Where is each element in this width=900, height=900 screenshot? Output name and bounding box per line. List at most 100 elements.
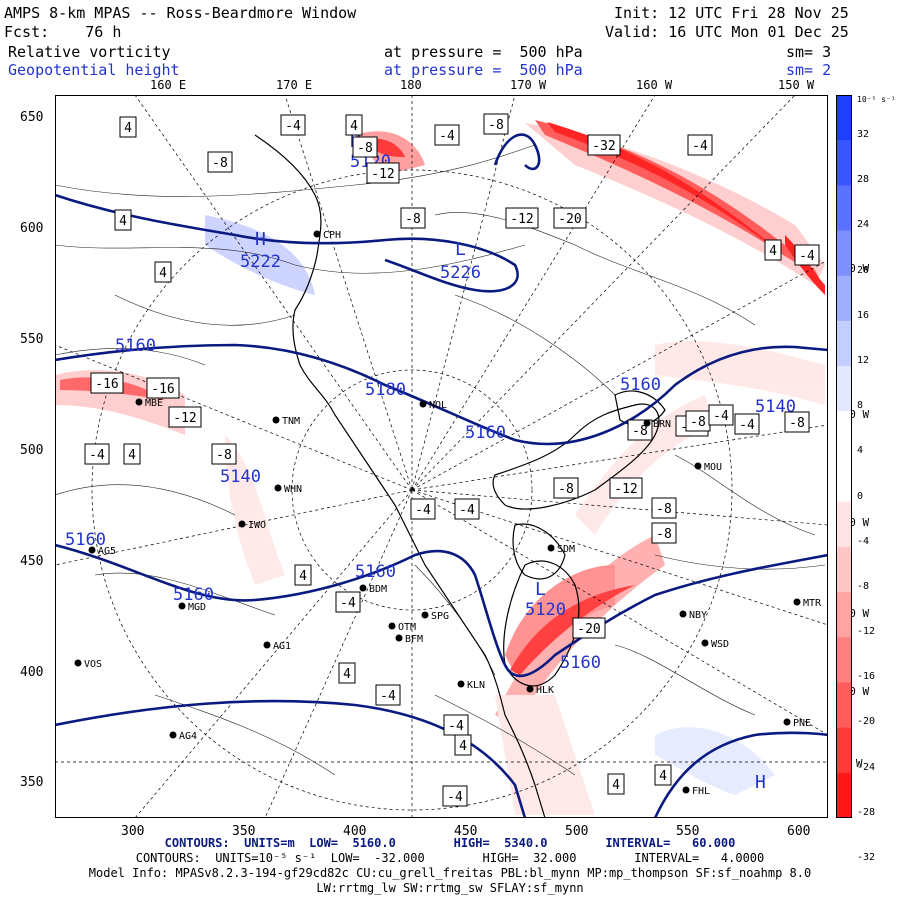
height-label: 5160 <box>115 336 156 356</box>
height-label: 5160 <box>620 375 661 395</box>
height-label: 5140 <box>220 467 261 487</box>
svg-text:-4: -4 <box>447 790 463 805</box>
footer-contour-height: CONTOURS: UNITS=m LOW= 5160.0 HIGH= 5340… <box>164 836 736 850</box>
vorticity-label-box: -8 <box>651 497 677 519</box>
vorticity-label-box: 4 <box>154 261 172 283</box>
station-marker: BDM <box>359 584 387 595</box>
svg-text:-4: -4 <box>340 596 356 611</box>
field1-smoothing: sm= 3 <box>786 43 832 61</box>
colorbar-swatch <box>836 275 852 322</box>
colorbar-tick-label: 4 <box>857 445 864 457</box>
svg-text:-12: -12 <box>371 167 394 182</box>
station-label: AG4 <box>179 731 197 742</box>
station-label: BDM <box>369 584 387 595</box>
station-label: NBY <box>689 610 707 621</box>
lon-label: 170 W <box>510 78 547 92</box>
colorbar-tick-label: -16 <box>857 671 876 683</box>
station-label: BFM <box>405 634 423 645</box>
svg-text:-8: -8 <box>357 141 373 156</box>
svg-text:4: 4 <box>350 119 358 134</box>
colorbar-tick-label: -28 <box>857 806 876 818</box>
lat-lon-grid <box>55 95 828 818</box>
vorticity-label-box: -16 <box>146 377 180 399</box>
station-marker: NOL <box>419 400 447 411</box>
station-marker: WHN <box>274 484 302 495</box>
station-label: KLN <box>467 680 485 691</box>
svg-text:-8: -8 <box>690 415 706 430</box>
high-label: H <box>755 772 766 793</box>
footer-contour-vorticity: CONTOURS: UNITS=10⁻⁵ s⁻¹ LOW= -32.000 HI… <box>135 851 765 865</box>
svg-text:-12: -12 <box>614 482 637 497</box>
colorbar-tick-label: -8 <box>857 580 870 592</box>
vorticity-label-box: -20 <box>572 617 606 639</box>
colorbar-swatch <box>836 546 852 593</box>
station-marker: AG1 <box>263 641 291 652</box>
vorticity-label-box: -4 <box>794 244 820 266</box>
vorticity-label-box: -12 <box>366 162 400 184</box>
station-label: MBE <box>145 398 163 409</box>
y-tick-label: 650 <box>20 110 44 125</box>
height-contours <box>55 133 828 818</box>
station-marker: BRN <box>643 419 671 430</box>
vorticity-label-box: -16 <box>90 372 124 394</box>
colorbar-swatch <box>836 456 852 503</box>
station-marker: BFM <box>395 634 423 645</box>
vorticity-label-box: -12 <box>168 406 202 428</box>
vorticity-label-box: -8 <box>685 410 711 432</box>
colorbar-swatch <box>836 501 852 548</box>
height-label: 5160 <box>173 585 214 605</box>
svg-text:-4: -4 <box>448 719 464 734</box>
svg-text:-8: -8 <box>656 502 672 517</box>
colorbar-swatch <box>836 592 852 638</box>
vorticity-label-box: -4 <box>443 714 469 736</box>
station-marker: MTR <box>793 598 822 609</box>
vorticity-label-box: -4 <box>375 684 401 706</box>
height-label: 5226 <box>440 263 481 283</box>
vorticity-label-box: 4 <box>338 662 356 684</box>
svg-text:-4: -4 <box>89 448 105 463</box>
svg-text:-4: -4 <box>799 249 815 264</box>
vorticity-label-box: -8 <box>784 411 810 433</box>
colorbar-tick-label: 16 <box>857 309 870 321</box>
low-label: L <box>535 579 546 600</box>
svg-text:4: 4 <box>124 121 132 136</box>
station-label: IWO <box>248 520 266 531</box>
height-label: 5160 <box>65 530 106 550</box>
vorticity-label-box: -32 <box>587 134 621 156</box>
vorticity-label-box: 4 <box>654 764 672 786</box>
vorticity-label-box: 4 <box>119 116 137 138</box>
station-marker: KLN <box>457 680 485 691</box>
y-tick-label: 500 <box>20 443 44 458</box>
station-label: WSD <box>711 639 729 650</box>
colorbar-swatch <box>836 95 852 141</box>
svg-text:-4: -4 <box>739 418 755 433</box>
colorbar-tick-label: 0 <box>857 490 864 502</box>
y-tick-label: 600 <box>20 221 44 236</box>
svg-text:-4: -4 <box>415 503 431 518</box>
vorticity-label-box: -8 <box>483 113 509 135</box>
station-marker: AG4 <box>169 731 197 742</box>
svg-text:-8: -8 <box>632 424 648 439</box>
colorbar-tick-label: -24 <box>857 761 876 773</box>
field1-level: at pressure = 500 hPa <box>384 43 583 61</box>
y-tick-label: 350 <box>20 775 44 790</box>
x-tick-label: 500 <box>565 824 589 839</box>
svg-text:-20: -20 <box>558 212 581 227</box>
colorbar-swatch <box>836 727 852 774</box>
svg-text:4: 4 <box>459 739 467 754</box>
station-marker: WSD <box>701 639 729 650</box>
vorticity-label-box: -8 <box>651 522 677 544</box>
vorticity-label-box: 4 <box>454 734 472 756</box>
station-marker: FHL <box>682 786 710 797</box>
station-marker: SDM <box>547 544 575 555</box>
x-tick-label: 350 <box>232 824 256 839</box>
vorticity-label-box: -8 <box>211 443 237 465</box>
svg-text:-4: -4 <box>380 689 396 704</box>
vorticity-label-box: -4 <box>280 114 306 136</box>
colorbar-tick-label: 20 <box>857 264 870 276</box>
svg-text:-4: -4 <box>459 503 475 518</box>
vorticity-label-box: -8 <box>553 477 579 499</box>
svg-text:-4: -4 <box>285 119 301 134</box>
height-label: 5120 <box>525 600 566 620</box>
station-label: VOS <box>84 659 102 670</box>
